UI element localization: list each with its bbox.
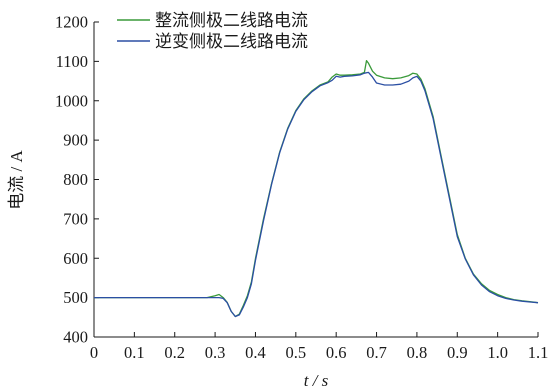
x-tick-label: 0 xyxy=(90,343,98,362)
y-tick-label: 1000 xyxy=(55,91,88,110)
x-tick-label: 0.1 xyxy=(124,343,145,362)
y-axis-label: 电流 / A xyxy=(7,150,26,210)
legend-label-2: 逆变侧极二线路电流 xyxy=(155,32,308,51)
series-line-1 xyxy=(94,59,539,318)
x-tick-label: 0.8 xyxy=(407,343,428,362)
plot-frame xyxy=(93,22,538,338)
x-tick-label: 0.6 xyxy=(326,343,347,362)
y-tick-label: 1100 xyxy=(56,52,88,71)
x-tick-label: 0.9 xyxy=(447,343,468,362)
series-layer xyxy=(94,59,539,318)
x-tick-label: 0.5 xyxy=(286,343,307,362)
x-tick-label: 0.2 xyxy=(164,343,185,362)
y-tick-label: 800 xyxy=(63,170,88,189)
x-tick-label: 1.1 xyxy=(528,343,549,362)
y-ticks: 400 500 600 700 800 900 1000 1100 1200 xyxy=(55,13,99,347)
y-tick-label: 500 xyxy=(63,288,88,307)
x-tick-label: 0.3 xyxy=(205,343,226,362)
x-tick-label: 1.0 xyxy=(487,343,508,362)
legend-label-1: 整流侧极二线路电流 xyxy=(155,11,308,30)
x-tick-label: 0.7 xyxy=(366,343,387,362)
y-tick-label: 600 xyxy=(63,249,88,268)
y-tick-label: 700 xyxy=(63,209,88,228)
x-ticks: 0 0.1 0.2 0.3 0.4 0.5 0.6 0.7 0.8 0.9 1.0 1.1 xyxy=(90,332,548,362)
y-tick-label: 400 xyxy=(63,328,88,347)
x-axis-label: t / s xyxy=(304,371,329,390)
y-tick-label: 1200 xyxy=(55,13,88,32)
y-tick-label: 900 xyxy=(63,131,88,150)
series-line-2 xyxy=(94,71,539,318)
x-tick-label: 0.4 xyxy=(245,343,266,362)
